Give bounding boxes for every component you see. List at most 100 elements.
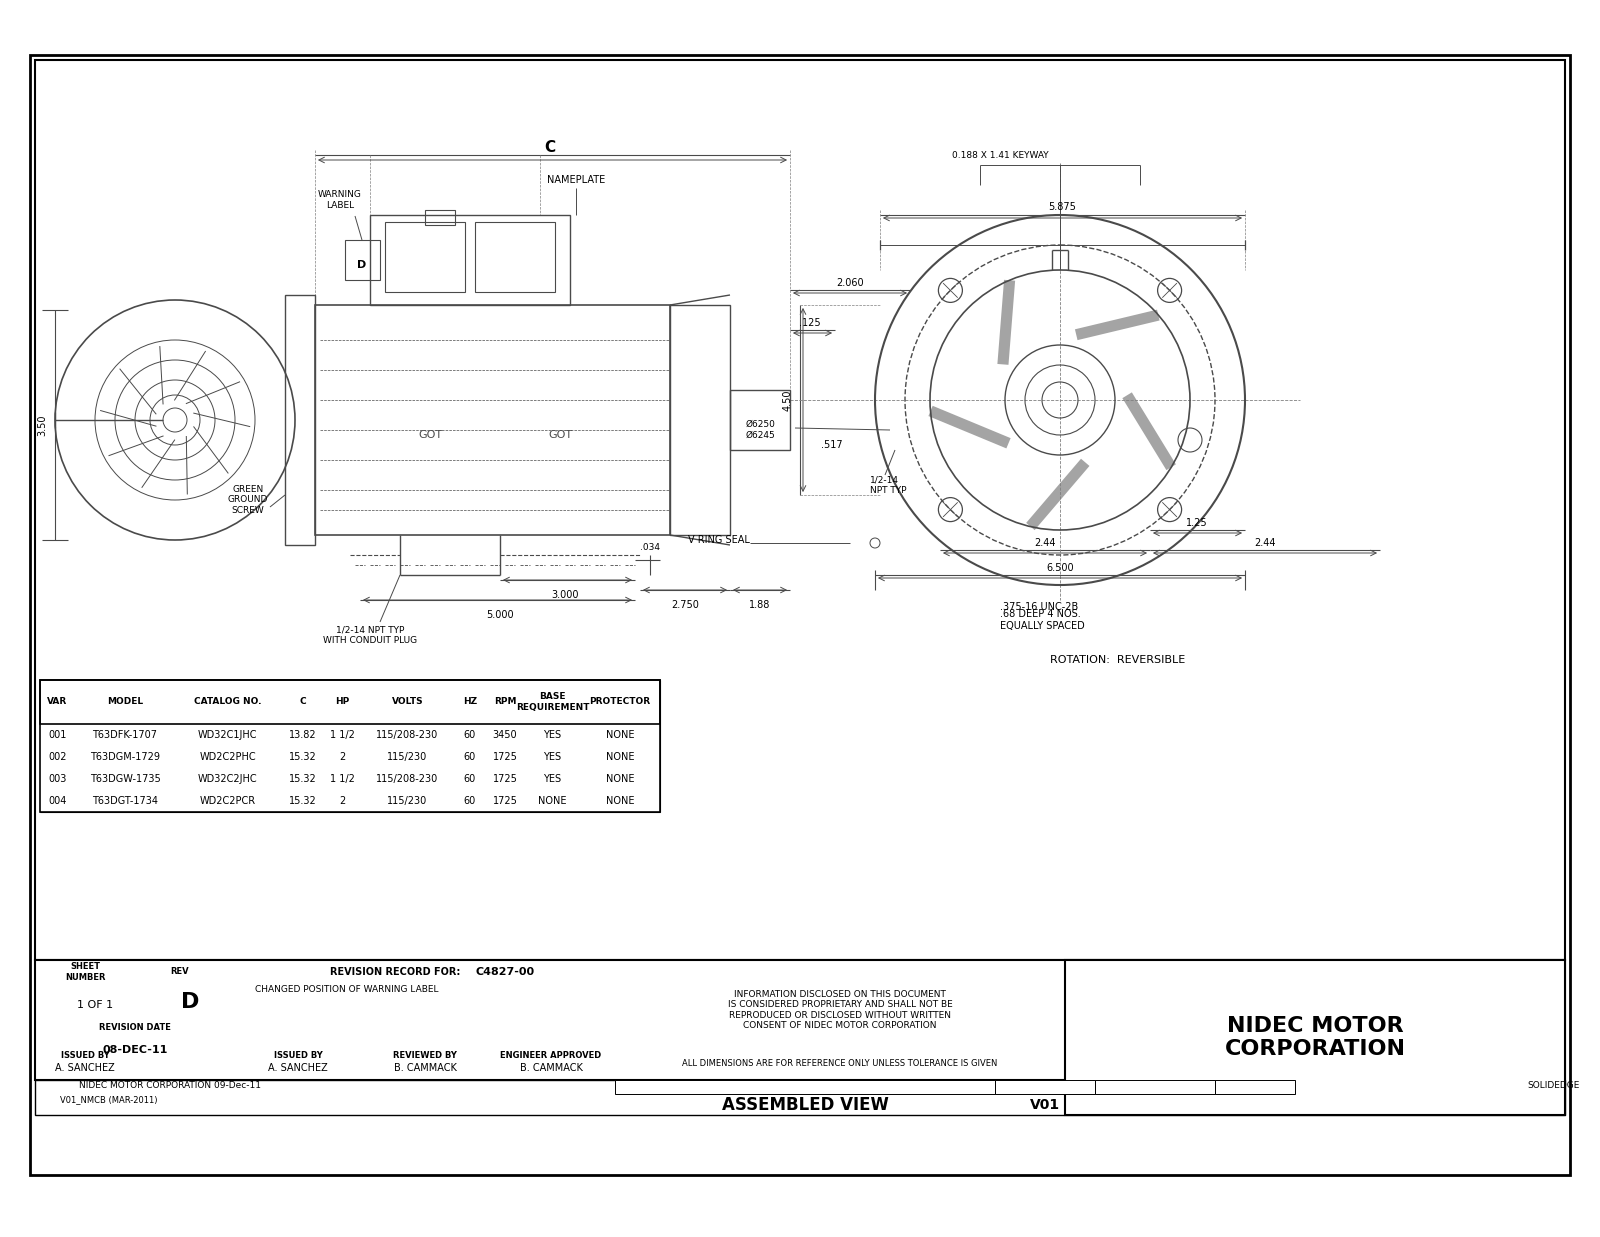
Text: GOT: GOT [547,430,573,440]
Text: 1.25: 1.25 [1186,518,1208,528]
Text: A. SANCHEZ: A. SANCHEZ [269,1063,328,1072]
Text: 1/2-14
NPT TYP: 1/2-14 NPT TYP [870,475,907,495]
Text: VOLTS: VOLTS [392,698,424,706]
Text: 1725: 1725 [493,752,517,762]
Text: 1 1/2: 1 1/2 [330,774,355,784]
Text: V01_NMCB (MAR-2011): V01_NMCB (MAR-2011) [61,1096,157,1105]
Bar [1066,960,1565,1115]
Text: RPM: RPM [494,698,517,706]
Text: 002: 002 [48,752,67,762]
Text: 1/2-14 NPT TYP
WITH CONDUIT PLUG: 1/2-14 NPT TYP WITH CONDUIT PLUG [323,625,418,644]
Text: V RING SEAL: V RING SEAL [688,534,750,546]
Text: BASE
REQUIREMENT: BASE REQUIREMENT [515,693,589,711]
Text: TITLE: TITLE [792,1082,818,1091]
Bar [285,294,315,546]
Text: C4827-00: C4827-00 [475,967,534,977]
Bar [35,1080,1565,1115]
Bar [1094,1080,1214,1094]
Text: .68 DEEP 4 NOS.
EQUALLY SPACED: .68 DEEP 4 NOS. EQUALLY SPACED [1000,609,1085,631]
Text: ISSUED BY: ISSUED BY [61,1050,109,1060]
Text: B: B [1248,1096,1261,1115]
Bar [730,390,790,450]
Text: CHANGED POSITION OF WARNING LABEL: CHANGED POSITION OF WARNING LABEL [254,986,438,995]
Text: WD32C1JHC: WD32C1JHC [198,730,258,740]
Text: ENGINEER APPROVED: ENGINEER APPROVED [501,1050,602,1060]
Bar [670,306,730,534]
Text: MODEL: MODEL [107,698,142,706]
Text: 004: 004 [48,795,67,807]
Text: 1725: 1725 [493,774,517,784]
Text: WD32C2JHC: WD32C2JHC [198,774,258,784]
Text: NONE: NONE [538,795,566,807]
Bar [1214,1080,1294,1094]
Text: ROTATION:  REVERSIBLE: ROTATION: REVERSIBLE [1050,656,1186,666]
Text: B. CAMMACK: B. CAMMACK [394,1063,456,1072]
Text: 2: 2 [339,795,346,807]
Bar [426,210,454,225]
Text: Ø6250
Ø6245: Ø6250 Ø6245 [746,421,774,439]
Text: .375-16 UNC-2B: .375-16 UNC-2B [1000,602,1078,612]
Text: 3.000: 3.000 [552,590,579,600]
Text: 1 1/2: 1 1/2 [330,730,355,740]
Text: 2.44: 2.44 [1254,538,1275,548]
Text: NIDEC MOTOR CORPORATION 09-Dec-11: NIDEC MOTOR CORPORATION 09-Dec-11 [78,1080,261,1090]
Text: 115/208-230: 115/208-230 [376,774,438,784]
Text: SHEET
NUMBER: SHEET NUMBER [64,962,106,982]
Bar [614,1080,995,1094]
Text: 60: 60 [464,774,477,784]
Text: 4.50: 4.50 [782,390,794,411]
Text: T63DFK-1707: T63DFK-1707 [93,730,157,740]
Bar [35,960,1565,1080]
Text: T63DGW-1735: T63DGW-1735 [90,774,160,784]
Text: REVISION DATE: REVISION DATE [99,1023,171,1032]
Text: WD2C2PHC: WD2C2PHC [198,752,256,762]
Text: 765497: 765497 [1126,1098,1184,1112]
Text: REVISION RECORD FOR:: REVISION RECORD FOR: [330,967,461,977]
Text: ALL DIMENSIONS ARE FOR REFERENCE ONLY UNLESS TOLERANCE IS GIVEN: ALL DIMENSIONS ARE FOR REFERENCE ONLY UN… [682,1059,998,1068]
Text: PROTECTOR: PROTECTOR [589,698,651,706]
Text: 115/230: 115/230 [387,795,427,807]
Text: .125: .125 [798,318,821,328]
Bar [40,680,661,724]
Text: .517: .517 [821,440,843,450]
Bar [475,221,555,292]
Text: SOLIDEDGE: SOLIDEDGE [1528,1080,1581,1090]
Text: 6.500: 6.500 [1046,563,1074,573]
Text: HZ: HZ [462,698,477,706]
Text: 3.50: 3.50 [37,414,46,435]
Text: 13.82: 13.82 [288,730,317,740]
Text: .034: .034 [640,543,661,553]
Text: INFORMATION DISCLOSED ON THIS DOCUMENT
IS CONSIDERED PROPRIETARY AND SHALL NOT B: INFORMATION DISCLOSED ON THIS DOCUMENT I… [728,990,952,1030]
Text: 2.44: 2.44 [1034,538,1056,548]
Text: 001: 001 [48,730,67,740]
Text: C: C [299,698,306,706]
Text: 115/208-230: 115/208-230 [376,730,438,740]
Text: 5.875: 5.875 [1048,202,1075,212]
Bar [346,240,381,280]
Text: 1725: 1725 [493,795,517,807]
Text: ITEM NO.: ITEM NO. [1134,1082,1176,1091]
Text: ISSUED BY: ISSUED BY [274,1050,322,1060]
Text: 0.188 X 1.41 KEYWAY: 0.188 X 1.41 KEYWAY [952,151,1048,160]
Text: D: D [357,260,366,270]
Text: 3450: 3450 [493,730,517,740]
Text: 2: 2 [339,752,346,762]
Text: NONE: NONE [606,774,634,784]
Text: T63DGT-1734: T63DGT-1734 [93,795,158,807]
Text: YES: YES [544,752,562,762]
Text: WARNING
LABEL: WARNING LABEL [318,190,362,210]
Bar [35,61,1565,960]
Text: 1 OF 1: 1 OF 1 [77,999,114,1009]
Text: YES: YES [544,730,562,740]
Text: WD2C2PCR: WD2C2PCR [200,795,256,807]
Text: 2.750: 2.750 [670,600,699,610]
Bar [370,215,570,306]
Text: REV: REV [171,967,189,976]
Text: B. CAMMACK: B. CAMMACK [520,1063,582,1072]
Text: ASSEMBLED VIEW: ASSEMBLED VIEW [722,1096,888,1115]
Bar [386,221,466,292]
Text: NAMEPLATE: NAMEPLATE [547,174,605,186]
Text: V01: V01 [1030,1098,1061,1112]
Text: YES: YES [544,774,562,784]
Text: GREEN
GROUND
SCREW: GREEN GROUND SCREW [227,485,269,515]
